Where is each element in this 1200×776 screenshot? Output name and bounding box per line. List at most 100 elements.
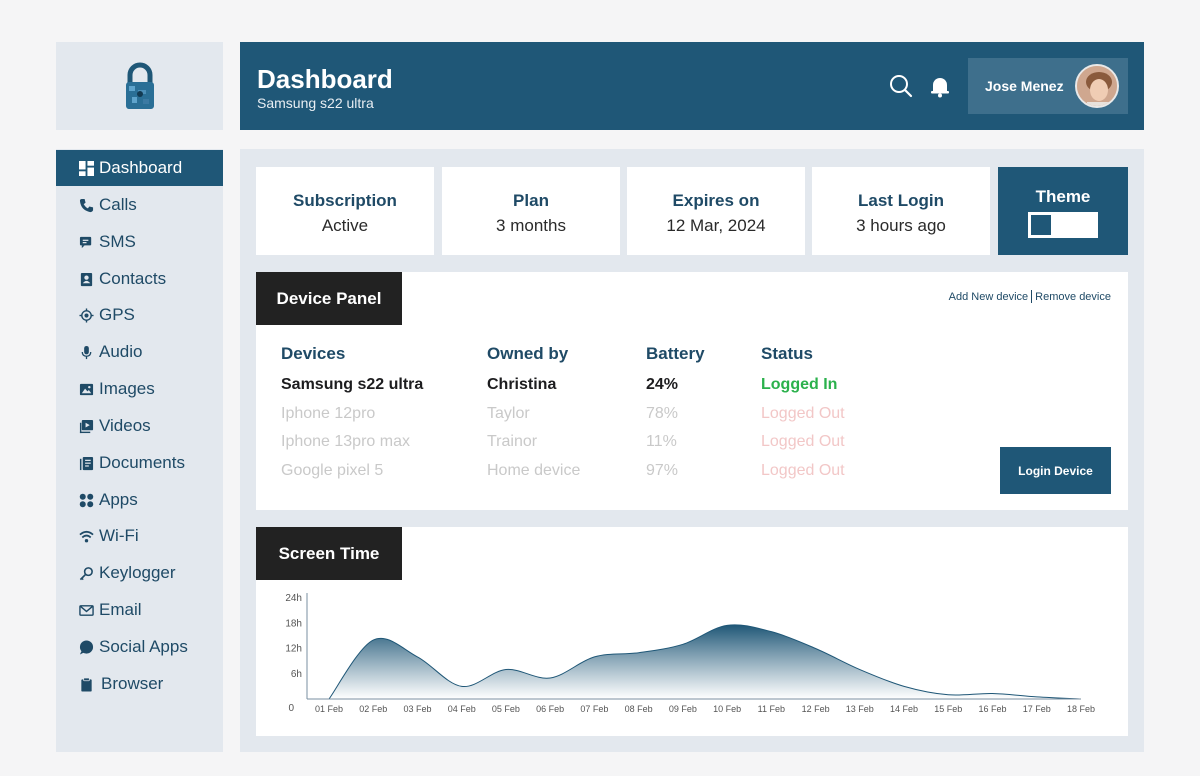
x-tick-label: 12 Feb xyxy=(802,704,830,714)
sidebar-item-label: Calls xyxy=(99,195,137,214)
phone-icon xyxy=(78,197,94,213)
chat-icon xyxy=(78,234,94,250)
x-tick-label: 04 Feb xyxy=(448,704,476,714)
column-header-devices: Devices xyxy=(281,344,346,363)
screen-time-area xyxy=(329,624,1081,699)
x-tick-label: 03 Feb xyxy=(403,704,431,714)
x-tick-label: 11 Feb xyxy=(758,704,785,714)
device-status: Logged Out xyxy=(761,433,845,450)
device-name: Samsung s22 ultra xyxy=(281,376,424,393)
login-device-button[interactable]: Login Device xyxy=(1000,447,1111,494)
logo-box xyxy=(56,42,223,130)
theme-toggle[interactable] xyxy=(1028,212,1098,238)
sidebar-item-wifi[interactable]: Wi-Fi xyxy=(56,518,223,554)
sidebar-item-social-apps[interactable]: Social Apps xyxy=(56,629,223,665)
x-tick-label: 18 Feb xyxy=(1067,704,1095,714)
x-tick-label: 05 Feb xyxy=(492,704,520,714)
sidebar-item-email[interactable]: Email xyxy=(56,592,223,628)
mail-icon xyxy=(78,602,94,618)
main-content: Subscription Active Plan 3 months Expire… xyxy=(240,149,1144,752)
device-status: Logged Out xyxy=(761,405,845,422)
stat-value: 3 hours ago xyxy=(856,216,946,235)
theme-label: Theme xyxy=(1035,187,1091,206)
screen-time-chart: 0 6h 12h 18h 24h 01 Feb 02 Feb 03 Feb 04 Feb 05 F… xyxy=(285,593,1095,714)
device-panel: Device Panel Add New device Remove devic… xyxy=(256,272,1128,510)
bell-icon[interactable] xyxy=(928,74,952,98)
documents-icon xyxy=(78,455,94,471)
x-tick-label: 17 Feb xyxy=(1023,704,1051,714)
device-battery: 97% xyxy=(646,462,679,479)
user-profile-chip[interactable]: Jose Menez xyxy=(968,58,1128,114)
x-tick-label: 09 Feb xyxy=(669,704,697,714)
column-header-owner: Owned by xyxy=(487,344,569,363)
contacts-icon xyxy=(78,271,94,287)
device-battery: 11% xyxy=(646,433,677,450)
sidebar-item-keylogger[interactable]: Keylogger xyxy=(56,555,223,591)
sidebar-item-label: Documents xyxy=(99,453,185,472)
stat-value: Active xyxy=(321,216,369,235)
device-status: Logged In xyxy=(761,376,838,393)
stat-value: 12 Mar, 2024 xyxy=(666,216,766,235)
x-tick-label: 07 Feb xyxy=(580,704,608,714)
sidebar-item-dashboard[interactable]: Dashboard xyxy=(56,150,223,186)
search-icon[interactable] xyxy=(889,74,913,98)
sidebar-item-gps[interactable]: GPS xyxy=(56,297,223,333)
device-name: Iphone 12pro xyxy=(281,405,376,422)
y-tick-label: 6h xyxy=(291,669,302,680)
sidebar-item-sms[interactable]: SMS xyxy=(56,224,223,260)
device-name: Google pixel 5 xyxy=(281,462,384,479)
user-name: Jose Menez xyxy=(985,78,1064,94)
device-name: Iphone 13pro max xyxy=(281,433,410,450)
sidebar-item-apps[interactable]: Apps xyxy=(56,482,223,518)
device-subtitle: Samsung s22 ultra xyxy=(257,95,374,111)
y-tick-label: 24h xyxy=(285,593,302,604)
x-tick-label: 08 Feb xyxy=(625,704,653,714)
sidebar-item-label: Images xyxy=(99,379,155,398)
sidebar-item-label: SMS xyxy=(99,232,136,251)
x-tick-label: 01 Feb xyxy=(315,704,343,714)
stat-card-plan: Plan 3 months xyxy=(442,167,620,255)
sidebar-item-videos[interactable]: Videos xyxy=(56,408,223,444)
sidebar-item-audio[interactable]: Audio xyxy=(56,334,223,370)
sidebar-item-label: GPS xyxy=(99,305,135,324)
stat-label: Plan xyxy=(513,191,549,210)
grid-icon xyxy=(78,160,94,176)
sidebar-item-browser[interactable]: Browser xyxy=(56,666,223,702)
screen-time-line xyxy=(328,624,1082,700)
sidebar-item-images[interactable]: Images xyxy=(56,371,223,407)
stat-value: 3 months xyxy=(496,216,566,235)
y-tick-label: 18h xyxy=(285,618,302,629)
sidebar-item-documents[interactable]: Documents xyxy=(56,445,223,481)
device-owner: Home device xyxy=(487,462,581,479)
remove-device-link[interactable]: Remove device xyxy=(1035,290,1111,303)
video-icon xyxy=(78,418,94,434)
device-panel-links: Add New device Remove device xyxy=(949,290,1111,303)
stat-card-expires: Expires on 12 Mar, 2024 xyxy=(627,167,805,255)
theme-toggle-knob xyxy=(1031,215,1051,235)
microphone-icon xyxy=(78,344,94,360)
device-owner: Taylor xyxy=(487,405,530,422)
device-panel-title: Device Panel xyxy=(256,272,402,325)
screen-time-title: Screen Time xyxy=(256,527,402,580)
x-tick-label: 16 Feb xyxy=(979,704,1007,714)
add-device-link[interactable]: Add New device xyxy=(948,290,1029,303)
link-divider xyxy=(1031,290,1033,303)
column-header-status: Status xyxy=(761,344,813,363)
sidebar-item-label: Email xyxy=(99,600,142,619)
sidebar-item-label: Keylogger xyxy=(99,563,176,582)
image-icon xyxy=(78,381,94,397)
apps-icon xyxy=(78,492,94,508)
page-title: Dashboard xyxy=(257,64,393,94)
sidebar-item-calls[interactable]: Calls xyxy=(56,187,223,223)
theme-card: Theme xyxy=(998,167,1128,255)
device-battery: 24% xyxy=(646,376,679,393)
x-tick-label: 13 Feb xyxy=(846,704,874,714)
padlock-logo-icon xyxy=(125,62,154,109)
wifi-icon xyxy=(78,528,94,544)
sidebar: Dashboard Calls SMS Contacts GPS Audio I… xyxy=(56,149,223,752)
avatar[interactable] xyxy=(1075,64,1119,108)
x-tick-label: 15 Feb xyxy=(934,704,962,714)
sidebar-item-contacts[interactable]: Contacts xyxy=(56,261,223,297)
key-icon xyxy=(78,565,94,581)
sidebar-item-label: Social Apps xyxy=(99,637,188,656)
